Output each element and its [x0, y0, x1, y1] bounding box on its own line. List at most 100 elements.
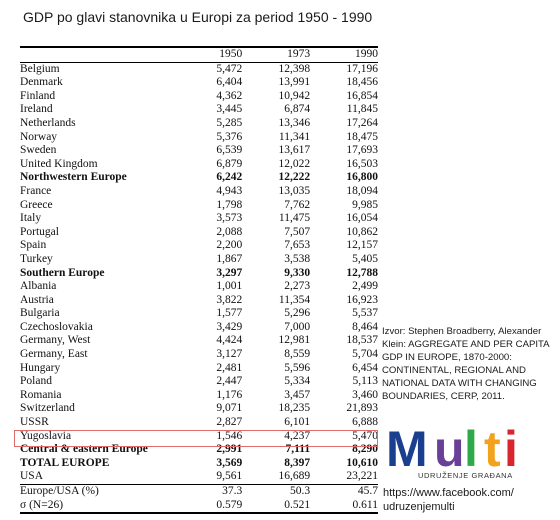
cell-1950: 1,176: [216, 388, 243, 401]
cell-1990: 18,456: [346, 76, 378, 89]
cell-1973: 13,617: [278, 144, 311, 157]
cell-1973: 12,981: [278, 334, 311, 347]
table-row: Southern Europe 3,297 9,330 12,788: [20, 267, 378, 281]
table-row: Portugal 2,088 7,507 10,862: [20, 226, 378, 240]
cell-1973: 5,296: [284, 307, 311, 320]
cell-1973: 7,507: [284, 225, 311, 238]
table-row: Czechoslovakia 3,429 7,000 8,464: [20, 321, 378, 335]
cell-1990: 5,113: [352, 375, 378, 388]
cell-1990: 18,094: [346, 184, 378, 197]
table-row: Bulgaria 1,577 5,296 5,537: [20, 307, 378, 321]
row-label: Greece: [20, 198, 53, 211]
row-label: Southern Europe: [20, 266, 105, 279]
row-label: Belgium: [20, 62, 60, 75]
cell-1990: 5,405: [352, 252, 378, 265]
cell-1973: 8,559: [284, 348, 311, 361]
table-row: USA 9,561 16,689 23,221: [20, 470, 378, 486]
cell-1973: 10,942: [278, 89, 311, 102]
cell-1990: 45.7: [357, 485, 378, 497]
cell-1950: 5,472: [216, 62, 243, 75]
cell-1990: 16,854: [346, 89, 378, 102]
cell-1950: 2,827: [216, 416, 243, 429]
cell-1950: 2,481: [216, 361, 243, 374]
column-header-1973: 1973: [242, 47, 311, 63]
table-body: Belgium 5,472 12,398 17,196 Denmark 6,404 13,9…: [20, 62, 378, 515]
table-row: TOTAL EUROPE 3,569 8,397 10,610: [20, 457, 378, 471]
cell-1950: 3,127: [216, 348, 243, 361]
cell-1973: 3,457: [284, 388, 311, 401]
cell-1950: 1,577: [216, 307, 243, 320]
cell-1990: 18,537: [346, 334, 378, 347]
cell-1990: 5,470: [352, 429, 378, 442]
cell-1990: 10,862: [346, 225, 378, 238]
cell-1990: 17,693: [346, 144, 378, 157]
row-label: Austria: [20, 293, 54, 306]
cell-1990: 9,985: [352, 198, 378, 211]
facebook-link[interactable]: https://www.facebook.com/ udruzenjemulti: [383, 487, 514, 513]
table-row: Norway 5,376 11,341 18,475: [20, 131, 378, 145]
cell-1990: 0.611: [310, 498, 378, 515]
cell-1990: 21,893: [346, 402, 378, 415]
row-label: Norway: [20, 130, 58, 143]
row-label: Europe/USA (%): [20, 485, 99, 497]
table-row: Switzerland 9,071 18,235 21,893: [20, 402, 378, 416]
table-row: Germany, East 3,127 8,559 5,704: [20, 348, 378, 362]
row-label: σ (N=26): [20, 498, 175, 515]
cell-1973: 5,596: [284, 361, 311, 374]
page-title: GDP po glavi stanovnika u Europi za peri…: [23, 9, 373, 25]
row-label: Netherlands: [20, 116, 76, 129]
table-row: Northwestern Europe 6,242 12,222 16,800: [20, 171, 378, 185]
cell-1973: 50.3: [289, 485, 311, 497]
cell-1950: 5,376: [216, 130, 243, 143]
cell-1973: 7,653: [284, 239, 311, 252]
cell-1990: 5,704: [352, 348, 378, 361]
row-label: Poland: [20, 375, 52, 388]
cell-1950: 3,569: [216, 456, 243, 469]
cell-1950: 3,573: [216, 212, 243, 225]
row-label: Portugal: [20, 225, 59, 238]
cell-1990: 5,537: [352, 307, 378, 320]
cell-1950: 3,297: [216, 266, 243, 279]
cell-1990: 17,196: [346, 62, 378, 75]
source-citation: Izvor: Stephen Broadberry, Alexander Kle…: [382, 326, 550, 402]
row-label: Northwestern Europe: [20, 171, 127, 184]
table-row: Denmark 6,404 13,991 18,456: [20, 76, 378, 90]
cell-1973: 7,762: [284, 198, 311, 211]
table-row: Belgium 5,472 12,398 17,196: [20, 62, 378, 76]
cell-1990: 23,221: [310, 470, 378, 486]
cell-1990: 16,503: [346, 157, 378, 170]
table-row: Yugoslavia 1,546 4,237 5,470: [20, 430, 378, 444]
cell-1973: 11,475: [278, 212, 311, 225]
cell-1973: 13,035: [278, 184, 311, 197]
table-row: United Kingdom 6,879 12,022 16,503: [20, 158, 378, 172]
column-header-country: [20, 47, 175, 63]
cell-1950: 6,879: [216, 157, 243, 170]
table-row: Greece 1,798 7,762 9,985: [20, 199, 378, 213]
cell-1973: 7,000: [284, 320, 311, 333]
cell-1990: 12,788: [346, 266, 378, 279]
cell-1950: 9,071: [216, 402, 243, 415]
table-row: Poland 2,447 5,334 5,113: [20, 375, 378, 389]
row-label: TOTAL EUROPE: [20, 456, 110, 469]
gdp-table: 1950 1973 1990 Belgium 5,472 12,398 17,196 D…: [20, 46, 378, 515]
table-row: Austria 3,822 11,354 16,923: [20, 294, 378, 308]
cell-1950: 2,447: [216, 375, 243, 388]
cell-1973: 2,273: [284, 280, 311, 293]
table-row: Turkey 1,867 3,538 5,405: [20, 253, 378, 267]
row-label: Yugoslavia: [20, 429, 72, 442]
cell-1973: 3,538: [284, 252, 311, 265]
cell-1950: 4,424: [216, 334, 243, 347]
cell-1950: 2,088: [216, 225, 243, 238]
cell-1973: 13,346: [278, 116, 311, 129]
cell-1950: 3,445: [216, 103, 243, 116]
cell-1973: 12,022: [278, 157, 311, 170]
row-label: Germany, West: [20, 334, 91, 347]
logo-tagline: UDRUŽENJE GRAĐANA: [418, 471, 513, 480]
logo-letter: l: [464, 421, 478, 477]
cell-1990: 16,800: [346, 171, 378, 184]
cell-1990: 8,464: [352, 320, 378, 333]
cell-1990: 6,888: [352, 416, 378, 429]
table-row: Europe/USA (%) 37.3 50.3 45.7: [20, 485, 378, 499]
